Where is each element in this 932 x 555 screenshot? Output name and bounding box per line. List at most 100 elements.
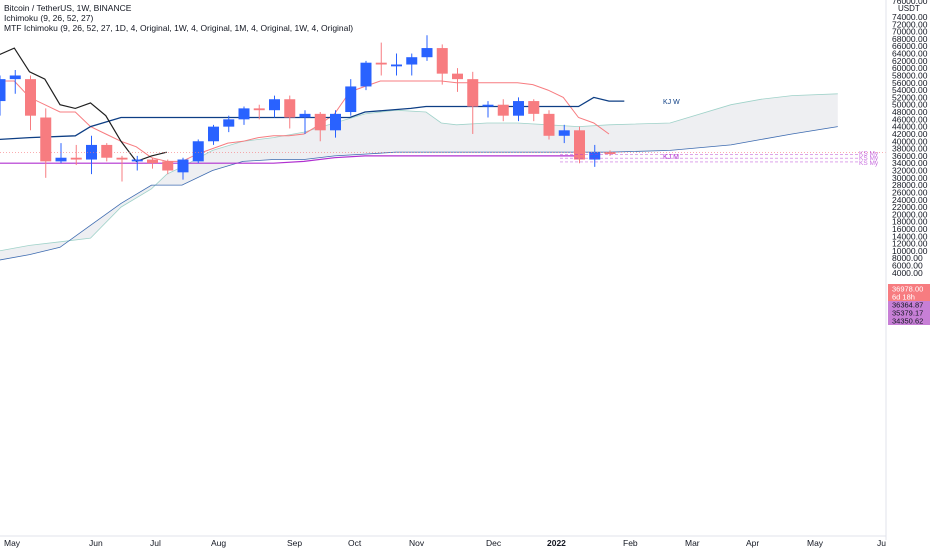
candle-body	[0, 79, 6, 102]
y-tick-label: 14000.00	[892, 231, 928, 241]
y-tick-label: 48000.00	[892, 107, 928, 117]
ichimoku-cloud	[0, 93, 838, 261]
candle-body	[55, 157, 67, 162]
y-tick-label: 56000.00	[892, 78, 928, 88]
y-tick-label: 24000.00	[892, 195, 928, 205]
y-tick-label: 16000.00	[892, 224, 928, 234]
candle-body	[116, 157, 128, 160]
candle-body	[558, 130, 570, 136]
x-tick-label: Ju	[877, 538, 886, 548]
x-tick-label: Jul	[150, 538, 161, 548]
y-tick-label: 22000.00	[892, 202, 928, 212]
countdown-badge: 6d 18h	[892, 293, 915, 302]
indicator-lines	[0, 47, 625, 164]
y-tick-label: 34000.00	[892, 158, 928, 168]
x-tick-label: Sep	[287, 538, 302, 548]
cloud-span-b	[0, 126, 838, 261]
y-tick-label: 50000.00	[892, 100, 928, 110]
x-tick-label: Jun	[89, 538, 103, 548]
candle-body	[314, 113, 326, 131]
y-tick-label: 28000.00	[892, 180, 928, 190]
ks-my-label: KS My	[859, 150, 879, 157]
candle-body	[9, 75, 21, 80]
y-tick-label: 8000.00	[892, 253, 923, 263]
y-tick-label: 68000.00	[892, 34, 928, 44]
mtf-kijun-m-line	[0, 155, 579, 164]
candle-body	[269, 99, 280, 111]
y-tick-label: 58000.00	[892, 70, 928, 80]
x-axis[interactable]: May Jun Jul Aug Sep Oct Nov Dec 2022 Feb Mar Apr May…	[0, 535, 886, 548]
y-tick-label: 70000.00	[892, 27, 928, 37]
candle-body	[25, 79, 36, 116]
candle-body	[147, 159, 158, 164]
kj-m-label: KJ M	[663, 154, 679, 161]
kijun-line	[0, 96, 625, 141]
candle-body	[452, 73, 463, 80]
y-tick-label: 6000.00	[892, 261, 923, 271]
candle-body	[330, 113, 341, 131]
y-tick-label: 42000.00	[892, 129, 928, 139]
y-tick-label: 54000.00	[892, 85, 928, 95]
candle-body	[192, 141, 204, 162]
candle-body	[543, 113, 555, 136]
y-axis[interactable]: 74000.0072000.0070000.0068000.0066000.00…	[885, 0, 928, 540]
y-tick-label: 36000.00	[892, 151, 928, 161]
y-tick-label: 60000.00	[892, 63, 928, 73]
x-tick-label: Nov	[409, 538, 425, 548]
legend-symbol[interactable]: Bitcoin / TetherUS, 1W, BINANCE	[4, 3, 132, 13]
candle-body	[513, 101, 524, 116]
y-tick-label: 44000.00	[892, 122, 928, 132]
x-tick-label: 2022	[547, 538, 566, 548]
candle-body	[208, 126, 219, 142]
x-tick-label: Oct	[348, 538, 362, 548]
candle-body	[299, 113, 311, 118]
y-tick-label: 40000.00	[892, 136, 928, 146]
y-tick-label-partial: 76000.00	[892, 0, 928, 6]
candle-body	[604, 152, 616, 155]
candles	[0, 35, 616, 182]
y-tick-label: 74000.00	[892, 12, 928, 22]
cloud-span-a	[0, 93, 838, 252]
legend-ichimoku[interactable]: Ichimoku (9, 26, 52, 27)	[4, 13, 94, 23]
candle-body	[238, 108, 250, 120]
cloud-area	[0, 93, 838, 260]
x-tick-label: Mar	[685, 538, 700, 548]
legend-mtf-ichimoku[interactable]: MTF Ichimoku (9, 26, 52, 27, 1D, 4, Orig…	[4, 23, 354, 33]
candle-body	[86, 144, 97, 160]
candle-body	[131, 159, 143, 162]
x-tick-label: Dec	[486, 538, 502, 548]
candle-body	[574, 130, 585, 160]
y-tick-label: 26000.00	[892, 187, 928, 197]
x-tick-label: Apr	[746, 538, 759, 548]
candle-body	[40, 117, 52, 162]
y-tick-label: 62000.00	[892, 56, 928, 66]
candle-body	[528, 101, 540, 114]
candle-body	[391, 64, 402, 67]
candle-body	[406, 57, 418, 65]
level-badge-3: 34350.62	[892, 317, 923, 326]
last-price-badge-bg	[888, 284, 930, 293]
level-badge-1-bg	[888, 301, 930, 309]
level-lines	[0, 151, 886, 163]
level-badge-2-bg	[888, 309, 930, 317]
x-tick-label: Feb	[623, 538, 638, 548]
level-badge-1: 36364.87	[892, 301, 923, 310]
candle-body	[467, 79, 479, 107]
y-tick-label: 38000.00	[892, 144, 928, 154]
candle-body	[101, 144, 113, 158]
candle-body	[375, 62, 387, 65]
candle-body	[70, 157, 82, 160]
level-badge-2: 35379.17	[892, 309, 923, 318]
y-tick-label: 18000.00	[892, 217, 928, 227]
x-tick-label: May	[4, 538, 21, 548]
last-price-badge: 36978.00	[892, 285, 923, 294]
candle-body	[284, 99, 296, 118]
y-tick-label: 30000.00	[892, 173, 928, 183]
candle-body	[253, 108, 265, 111]
candle-body	[162, 161, 174, 171]
y-tick-label: 10000.00	[892, 246, 928, 256]
